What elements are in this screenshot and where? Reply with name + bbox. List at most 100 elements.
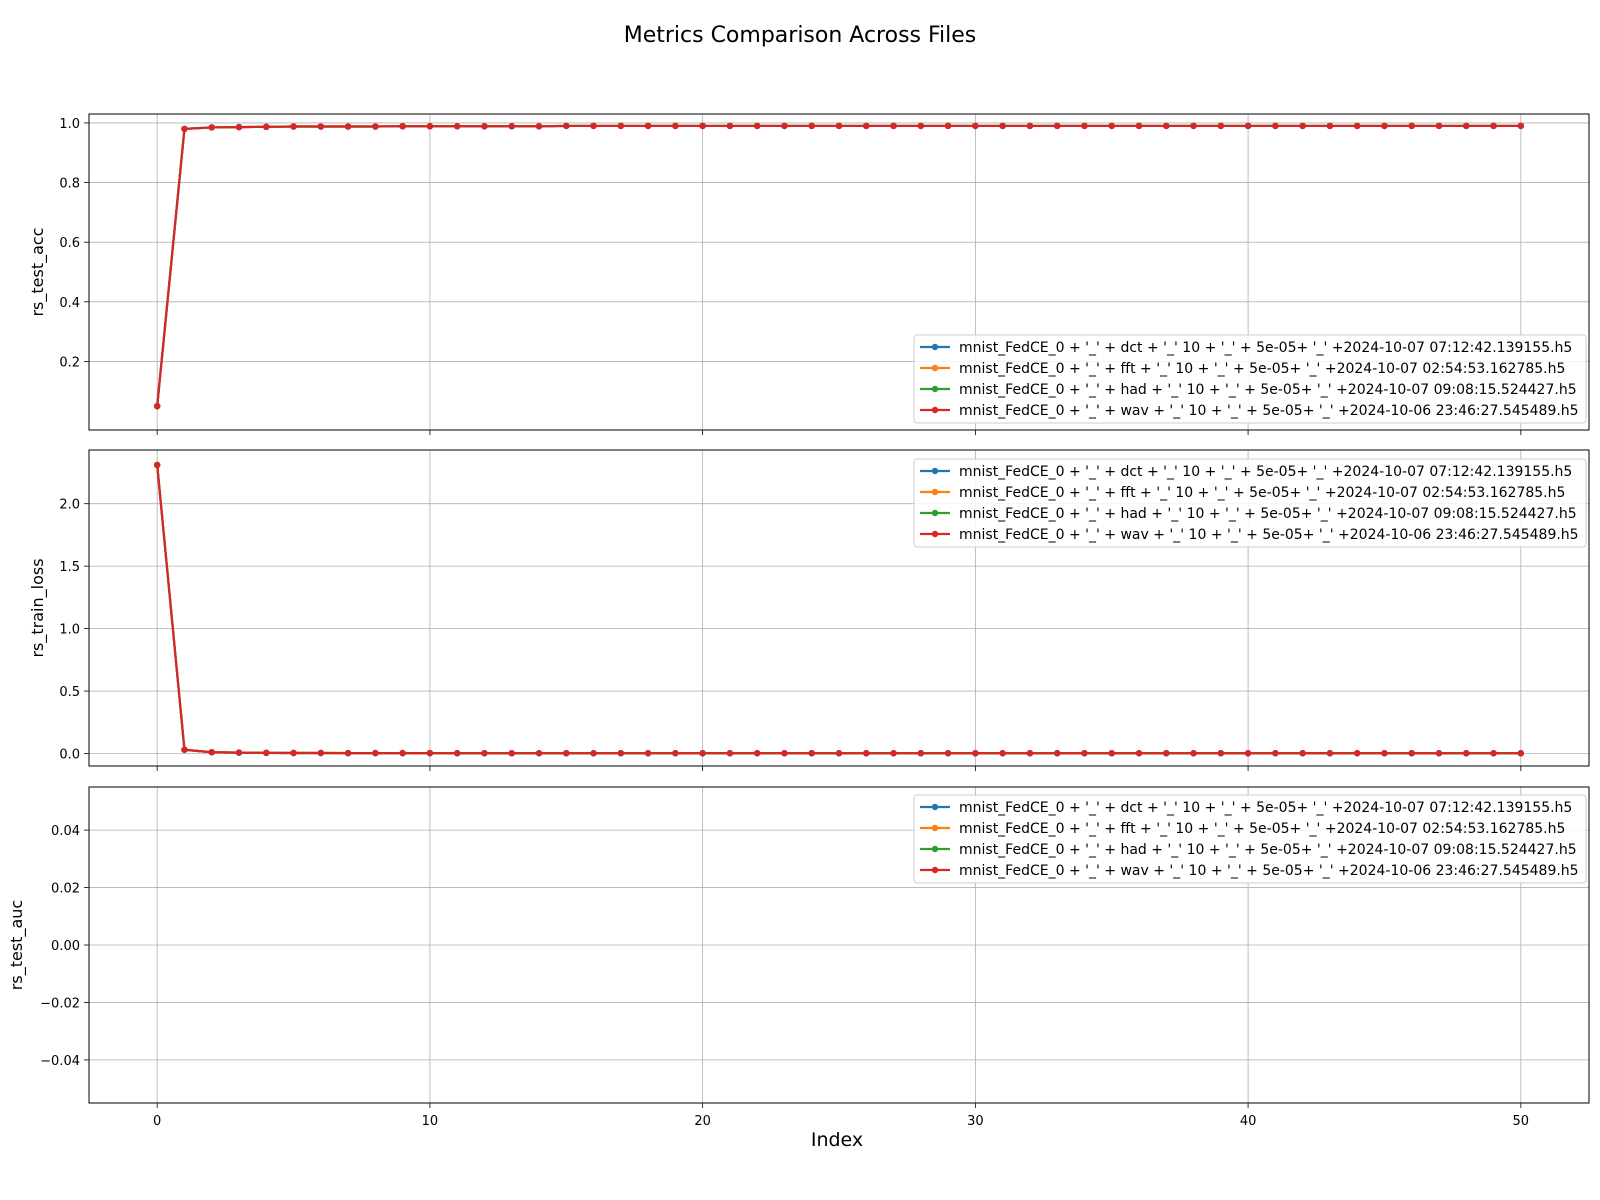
legend-box (913, 458, 1587, 548)
x-tick-label: 20 (694, 1114, 711, 1129)
data-point (999, 122, 1006, 130)
data-point (1081, 122, 1088, 130)
data-point (453, 750, 461, 757)
data-point (426, 749, 434, 757)
data-point (1299, 122, 1306, 130)
data-point (863, 122, 870, 130)
axes-frame (88, 449, 1590, 767)
data-point (208, 749, 215, 756)
data-point (890, 122, 897, 130)
data-point (1190, 122, 1197, 130)
data-point (1135, 122, 1143, 130)
data-point (1026, 750, 1034, 757)
data-point (917, 122, 925, 130)
axes-frame (88, 786, 1590, 1104)
x-tick-label: 0 (153, 1114, 161, 1129)
data-point (1190, 750, 1197, 757)
data-point (426, 123, 434, 130)
y-tick-label: 2.0 (59, 498, 80, 513)
data-point (181, 125, 188, 133)
data-point (1163, 122, 1170, 130)
subplot-rs_test_auc: 0 10 20 30 40 50 −0.04 −0.02 0.00 0.02 0.04 rs_test… (7, 786, 1590, 1129)
legend-label: mnist_FedCE_0 + '_' + had + '_' 10 + '_'… (959, 382, 1577, 398)
x-tick-label: 40 (1240, 1114, 1257, 1129)
data-point (263, 123, 270, 131)
legend-marker (931, 845, 939, 853)
data-point (372, 749, 379, 757)
legend-label: mnist_FedCE_0 + '_' + fft + '_' 10 + '_'… (959, 821, 1565, 837)
data-point (208, 124, 215, 131)
data-point (1217, 122, 1225, 130)
data-point (1081, 750, 1088, 757)
data-point (781, 122, 788, 130)
legend-label: mnist_FedCE_0 + '_' + fft + '_' 10 + '_'… (959, 485, 1565, 501)
subplots: 0.2 0.4 0.6 0.8 1.0 rs_test_acc mnist_FedCE_0 … (7, 113, 1590, 1129)
y-tick-label: 0.5 (59, 685, 80, 700)
y-tick-label: 0.00 (51, 939, 80, 954)
legend-marker (931, 824, 939, 832)
y-tick-label: 1.0 (59, 117, 80, 132)
data-point (1108, 750, 1115, 757)
data-point (453, 123, 461, 130)
data-point (644, 122, 652, 130)
legend: mnist_FedCE_0 + '_' + dct + '_' 10 + '_'… (913, 794, 1587, 884)
data-point (153, 402, 161, 410)
data-point (181, 746, 188, 753)
data-point (1053, 750, 1061, 757)
data-point (1244, 750, 1252, 757)
data-point (590, 122, 597, 130)
legend-label: mnist_FedCE_0 + '_' + had + '_' 10 + '_'… (959, 506, 1577, 522)
data-point (944, 122, 952, 130)
data-point (944, 750, 952, 757)
data-point (972, 750, 979, 757)
data-point (317, 123, 325, 130)
axes-frame (88, 113, 1590, 431)
data-point (235, 749, 243, 756)
data-point (1490, 122, 1497, 130)
legend-label: mnist_FedCE_0 + '_' + fft + '_' 10 + '_'… (959, 361, 1565, 377)
y-tick-label: 1.5 (59, 560, 80, 575)
data-point (290, 749, 297, 757)
data-point (344, 123, 352, 130)
x-axis-label: Index (811, 1129, 863, 1151)
data-point (235, 123, 243, 131)
data-point (890, 750, 897, 757)
y-tick-label: 0.4 (59, 296, 80, 311)
data-point (508, 123, 515, 130)
data-point (1408, 122, 1415, 130)
data-point (1163, 750, 1170, 757)
y-axis-label: rs_test_acc (28, 227, 48, 316)
data-point (672, 750, 679, 757)
subplot-rs_test_acc: 0.2 0.4 0.6 0.8 1.0 rs_test_acc mnist_FedCE_0 … (28, 113, 1590, 435)
legend: mnist_FedCE_0 + '_' + dct + '_' 10 + '_'… (913, 458, 1587, 548)
data-point (1490, 750, 1497, 757)
data-point (1408, 750, 1415, 757)
data-point (263, 749, 270, 757)
y-tick-label: 0.02 (51, 882, 80, 897)
legend-label: mnist_FedCE_0 + '_' + had + '_' 10 + '_'… (959, 842, 1577, 858)
data-point (808, 122, 815, 130)
legend-box (913, 794, 1587, 884)
data-point (481, 123, 488, 130)
x-tick-label: 30 (967, 1114, 984, 1129)
y-axis-label: rs_test_auc (7, 900, 27, 990)
legend-marker (931, 530, 939, 538)
legend-marker (931, 385, 939, 393)
data-point (1353, 122, 1361, 130)
data-point (1272, 750, 1279, 757)
data-point (1517, 750, 1525, 757)
y-tick-label: 0.0 (59, 748, 80, 763)
legend-marker (931, 406, 939, 414)
data-point (672, 122, 679, 130)
data-point (1381, 122, 1388, 130)
y-tick-label: 0.2 (59, 355, 80, 370)
legend-marker (931, 509, 939, 517)
data-point (563, 122, 570, 130)
data-point (399, 749, 406, 757)
data-point (617, 122, 625, 130)
x-tick-label: 10 (422, 1114, 439, 1129)
data-point (863, 750, 870, 757)
data-point (1299, 750, 1306, 757)
legend-marker (931, 866, 939, 874)
data-point (726, 122, 734, 130)
